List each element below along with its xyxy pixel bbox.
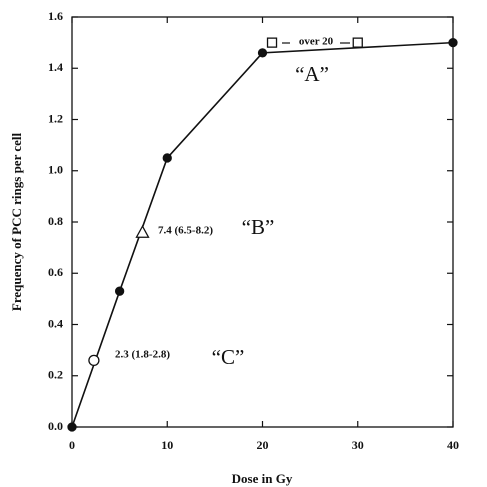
point <box>67 422 77 432</box>
y-tick-label: 0.0 <box>48 419 63 433</box>
point <box>266 37 278 48</box>
point <box>448 37 458 48</box>
y-tick-label: 0.4 <box>48 316 63 330</box>
annotation: “C” <box>212 345 245 369</box>
x-tick-label: 40 <box>447 438 459 452</box>
y-tick-label: 0.8 <box>48 214 63 228</box>
annotation: over 20 <box>299 36 334 48</box>
x-tick-label: 0 <box>69 438 75 452</box>
y-tick-label: 0.2 <box>48 368 63 382</box>
y-tick-label: 1.4 <box>48 60 63 74</box>
point <box>257 48 268 58</box>
annotation: “A” <box>295 62 329 86</box>
x-tick-label: 10 <box>161 438 173 452</box>
point <box>162 153 172 163</box>
y-tick-label: 1.6 <box>48 9 63 23</box>
y-tick-label: 0.6 <box>48 265 63 279</box>
point <box>114 286 125 296</box>
annotation: “B” <box>242 215 275 239</box>
point <box>352 37 363 48</box>
x-axis-title: Dose in Gy <box>232 471 293 486</box>
point <box>135 224 150 238</box>
y-axis-title: Frequency of PCC rings per cell <box>9 132 24 311</box>
point <box>88 354 100 367</box>
x-tick-label: 20 <box>257 438 269 452</box>
annotation: 2.3 (1.8-2.8) <box>115 349 170 361</box>
y-tick-label: 1.0 <box>48 163 63 177</box>
x-tick-label: 30 <box>352 438 364 452</box>
y-tick-label: 1.2 <box>48 111 63 125</box>
annotation: 7.4 (6.5-8.2) <box>158 225 213 237</box>
